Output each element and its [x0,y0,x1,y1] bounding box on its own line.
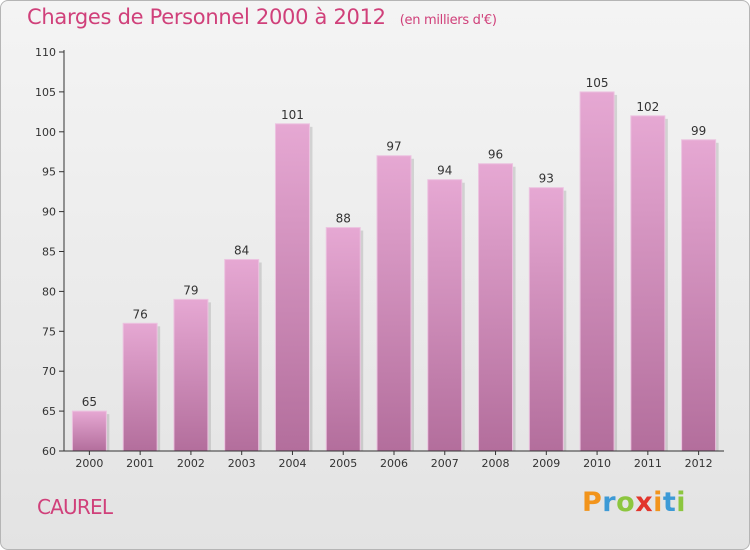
bar-2001 [122,322,158,452]
y-tick-label-90: 90 [42,206,56,219]
data-label-2004: 101 [281,108,304,122]
chart-title-row: Charges de Personnel 2000 à 2012 (en mill… [27,5,497,29]
data-label-2011: 102 [636,100,659,114]
data-label-2008: 96 [488,148,503,162]
y-tick-label-110: 110 [35,46,56,59]
bar-2009 [528,187,564,452]
data-label-2007: 94 [437,164,452,178]
bar-2000 [71,410,107,452]
data-label-2002: 79 [183,283,198,297]
data-label-2006: 97 [386,140,401,154]
x-tick-label-2008: 2008 [482,457,510,470]
x-tick-label-2002: 2002 [177,457,205,470]
data-label-2012: 99 [691,124,706,138]
x-tick-label-2006: 2006 [380,457,408,470]
data-label-2009: 93 [539,172,554,186]
bar-2005 [325,227,361,452]
chart-title: Charges de Personnel 2000 à 2012 [27,5,386,29]
commune-name: CAUREL [37,495,113,519]
x-tick-label-2010: 2010 [583,457,611,470]
logo-letter: x [635,487,654,518]
y-tick-label-60: 60 [42,445,56,458]
bar-2010 [579,91,615,452]
y-tick-label-80: 80 [42,285,56,298]
x-tick-label-2009: 2009 [532,457,560,470]
logo-letter: o [616,487,636,518]
y-tick-label-95: 95 [42,166,56,179]
bar-2007 [427,179,463,452]
data-label-2005: 88 [336,212,351,226]
y-tick-label-105: 105 [35,86,56,99]
logo-letter: i [676,487,687,518]
bar-2002 [173,298,209,452]
bar-2004 [274,123,310,452]
data-label-2000: 65 [82,395,97,409]
x-tick-label-2000: 2000 [75,457,103,470]
chart-subtitle: (en milliers d'€) [399,13,497,28]
proxiti-logo: Proxiti [582,487,686,518]
bar-2006 [376,155,412,452]
x-tick-label-2007: 2007 [431,457,459,470]
logo-letter: r [602,487,617,518]
axes: 2000 2001 2002 2003 2004 2005 2006 2007 2008 2009… [35,46,724,470]
x-tick-label-2001: 2001 [126,457,154,470]
y-tick-label-70: 70 [42,365,56,378]
logo-letter: t [662,487,677,518]
y-tick-label-85: 85 [42,246,56,259]
y-tick-label-100: 100 [35,126,56,139]
logo-letter: P [582,487,603,518]
bar-2012 [681,139,717,452]
bar-2008 [478,163,514,452]
data-label-2003: 84 [234,243,249,257]
x-tick-label-2012: 2012 [685,457,713,470]
bar-2003 [224,258,260,452]
y-tick-label-75: 75 [42,325,56,338]
data-labels: 65 76 79 84 101 88 97 94 96 93 105 102 99 [82,76,707,409]
x-tick-label-2003: 2003 [228,457,256,470]
bar-series [71,91,719,452]
y-tick-label-65: 65 [42,405,56,418]
data-label-2001: 76 [133,307,148,321]
x-tick-label-2005: 2005 [329,457,357,470]
x-tick-label-2011: 2011 [634,457,662,470]
bar-2011 [630,115,666,452]
data-label-2010: 105 [586,76,609,90]
x-tick-label-2004: 2004 [278,457,306,470]
logo-letter: i [653,487,663,518]
